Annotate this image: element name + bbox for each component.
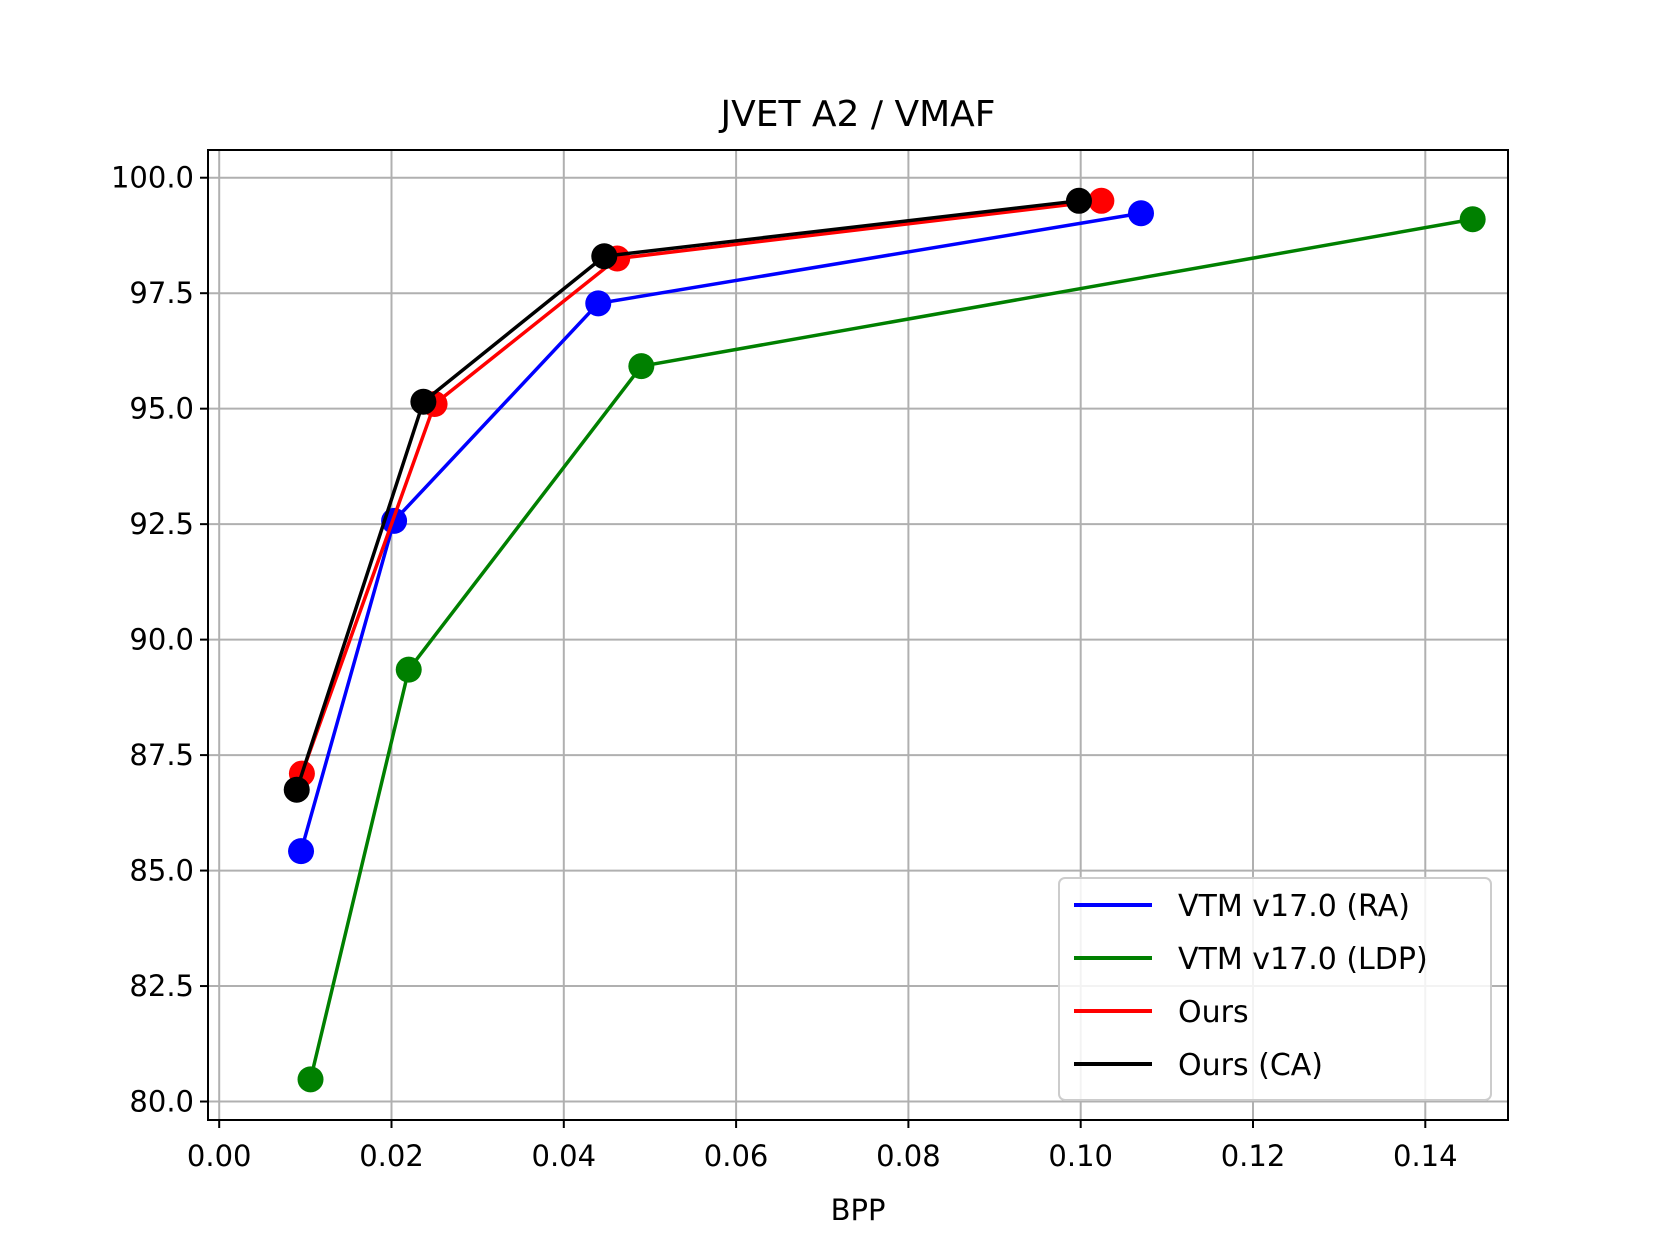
- data-point: [297, 1066, 324, 1093]
- chart-title: JVET A2 / VMAF: [719, 94, 996, 135]
- series-line: [295, 199, 1080, 791]
- x-tick-label: 0.10: [1048, 1139, 1113, 1173]
- data-point: [288, 838, 315, 865]
- x-tick-label: 0.06: [704, 1139, 769, 1173]
- data-point: [585, 290, 612, 317]
- x-tick-label: 0.02: [359, 1139, 424, 1173]
- series-line: [300, 199, 1102, 775]
- x-tick-label: 0.14: [1393, 1139, 1458, 1173]
- y-tick-label: 100.0: [111, 161, 194, 195]
- x-tick-label: 0.08: [876, 1139, 941, 1173]
- y-tick-label: 95.0: [129, 392, 194, 426]
- data-point: [283, 776, 310, 803]
- y-tick-label: 97.5: [129, 276, 194, 310]
- series-line: [308, 217, 1473, 1080]
- data-point: [1088, 187, 1115, 214]
- series-line: [299, 211, 1142, 852]
- y-tick-label: 90.0: [129, 623, 194, 657]
- x-tick-label: 0.12: [1221, 1139, 1286, 1173]
- y-tick-label: 82.5: [129, 969, 194, 1003]
- x-tick-label: 0.04: [532, 1139, 597, 1173]
- series-layer: [283, 187, 1486, 1093]
- data-point: [628, 353, 655, 380]
- series-ours-ca: [283, 187, 1092, 803]
- y-tick-label: 80.0: [129, 1085, 194, 1119]
- y-tick-label: 92.5: [129, 507, 194, 541]
- data-point: [1128, 200, 1155, 227]
- data-point: [1065, 187, 1092, 214]
- legend-label: VTM v17.0 (RA): [1178, 889, 1410, 924]
- series-vtm-v17-0-ldp: [297, 206, 1486, 1093]
- legend: VTM v17.0 (RA) VTM v17.0 (LDP) Ours Ours (C…: [1058, 877, 1492, 1101]
- x-axis-label: BPP: [831, 1193, 886, 1227]
- data-point: [591, 243, 618, 270]
- legend-box: [1058, 877, 1492, 1101]
- x-tick-label: 0.00: [187, 1139, 252, 1173]
- y-tick-label: 85.0: [129, 854, 194, 888]
- legend-label: Ours (CA): [1178, 1048, 1323, 1083]
- data-point: [395, 656, 422, 683]
- data-point: [1459, 206, 1486, 233]
- axis-ticks: 0.00 0.02 0.04 0.06 0.08 0.10 0.12 0.14 80.0 82.5…: [111, 161, 1458, 1173]
- legend-label: Ours: [1178, 995, 1249, 1030]
- legend-label: VTM v17.0 (LDP): [1178, 942, 1428, 977]
- plot-frame: [207, 149, 1509, 1121]
- y-tick-label: 87.5: [129, 738, 194, 772]
- data-point: [410, 388, 437, 415]
